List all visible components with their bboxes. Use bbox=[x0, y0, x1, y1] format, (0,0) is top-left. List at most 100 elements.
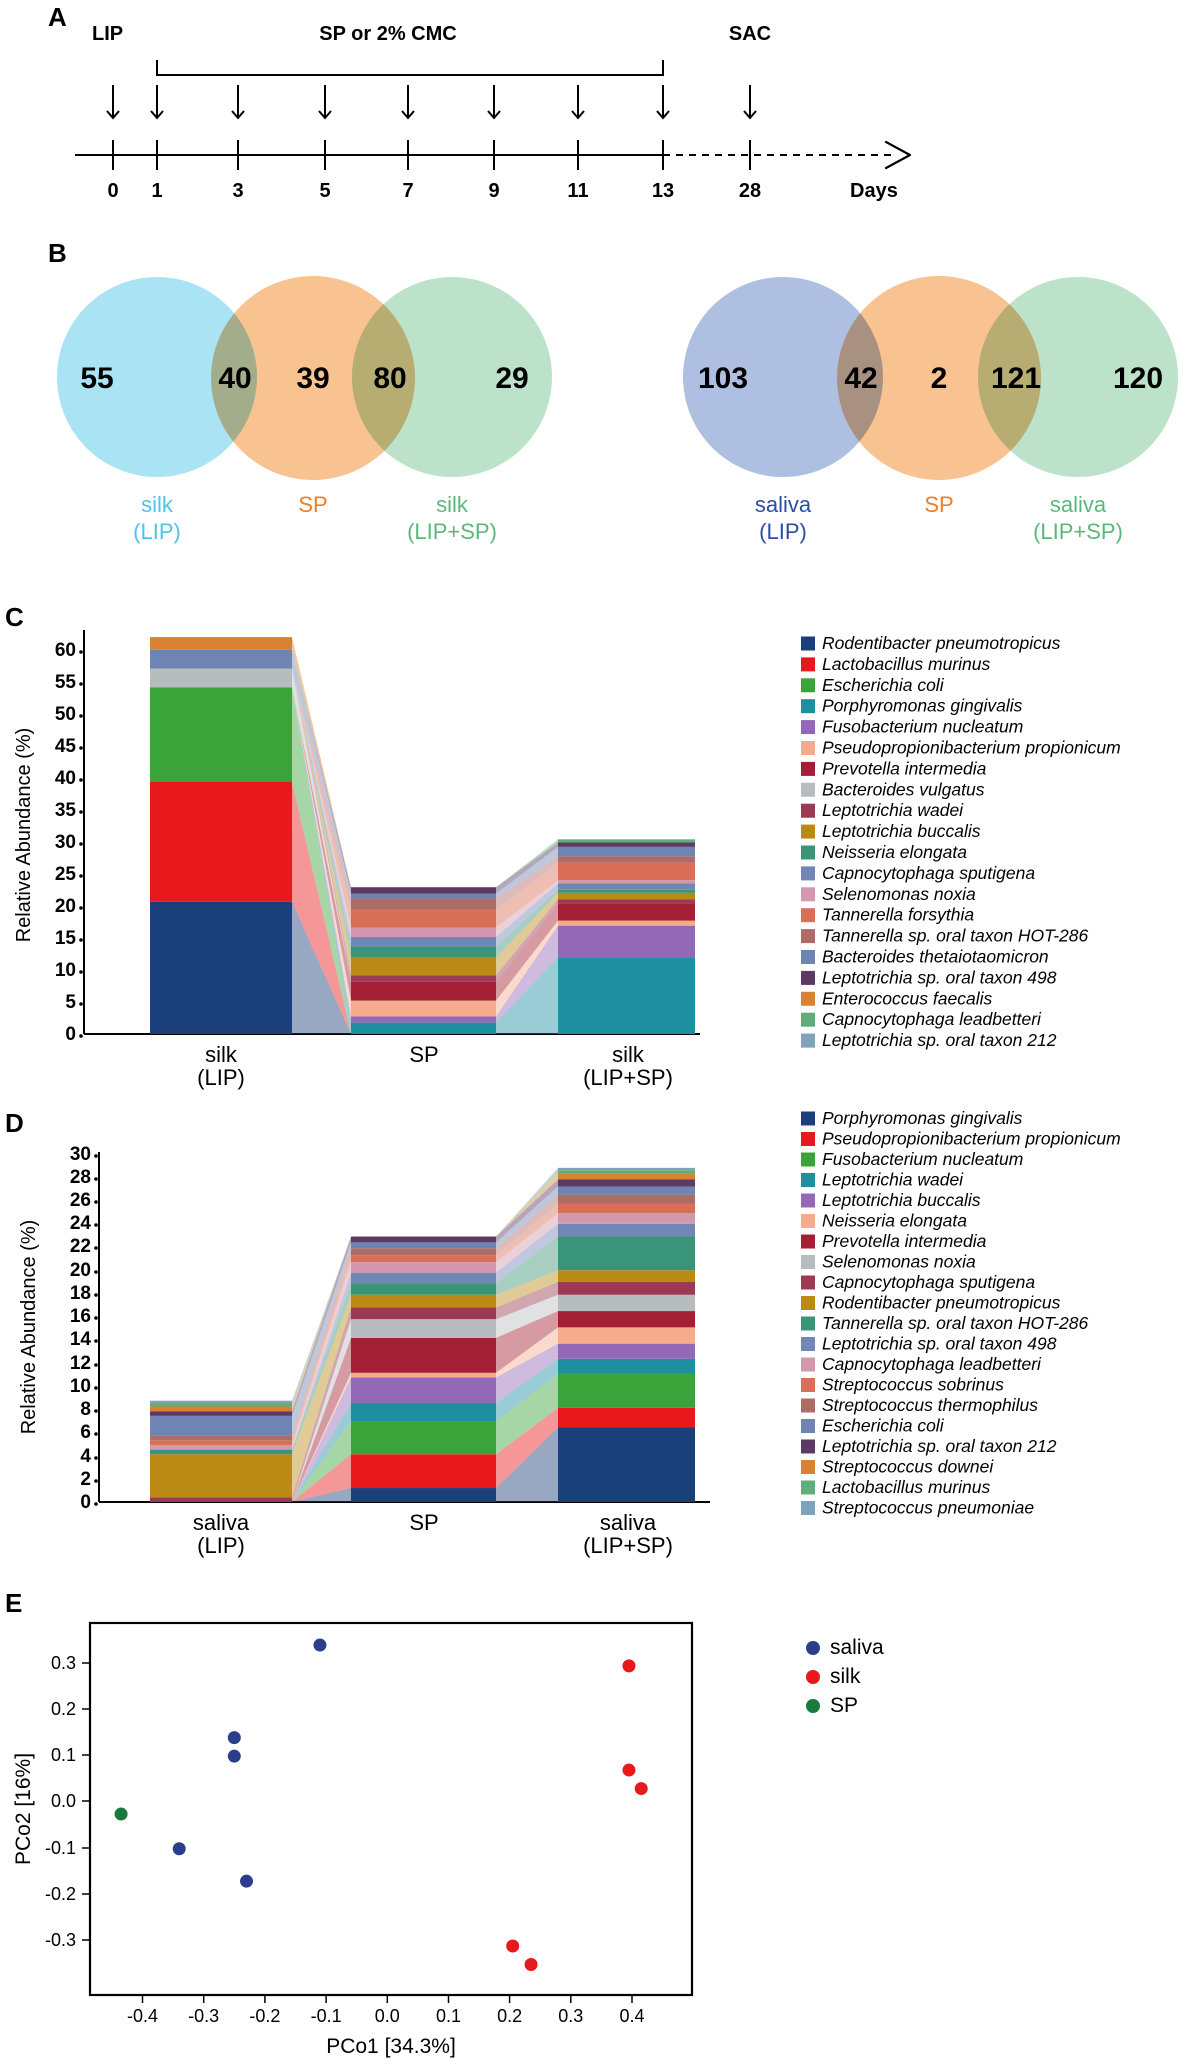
svg-text:Tannerella sp. oral taxon HOT: Tannerella sp. oral taxon HOT-286 bbox=[822, 926, 1088, 946]
svg-text:14: 14 bbox=[70, 1329, 92, 1350]
svg-text:121: 121 bbox=[991, 362, 1041, 395]
svg-text:22: 22 bbox=[70, 1236, 91, 1257]
svg-text:0.4: 0.4 bbox=[619, 2006, 644, 2026]
svg-text:Rodentibacter pneumotropicus: Rodentibacter pneumotropicus bbox=[822, 1293, 1061, 1313]
svg-text:Fusobacterium nucleatum: Fusobacterium nucleatum bbox=[822, 1149, 1023, 1169]
svg-text:15: 15 bbox=[55, 928, 77, 949]
svg-text:0: 0 bbox=[65, 1024, 76, 1045]
svg-text:50: 50 bbox=[55, 704, 76, 725]
svg-text:silk: silk bbox=[205, 1042, 238, 1067]
svg-text:Leptotrichia buccalis: Leptotrichia buccalis bbox=[822, 821, 981, 841]
svg-text:55: 55 bbox=[80, 362, 113, 395]
svg-text:4: 4 bbox=[80, 1446, 91, 1467]
svg-text:Lactobacillus murinus: Lactobacillus murinus bbox=[822, 654, 991, 674]
svg-text:Neisseria elongata: Neisseria elongata bbox=[822, 842, 967, 862]
svg-text:Prevotella intermedia: Prevotella intermedia bbox=[822, 1231, 987, 1251]
svg-text:-0.3: -0.3 bbox=[188, 2006, 219, 2026]
svg-text:SP: SP bbox=[830, 1694, 858, 1717]
svg-text:saliva: saliva bbox=[600, 1510, 657, 1535]
svg-text:SAC: SAC bbox=[729, 23, 771, 45]
svg-text:40: 40 bbox=[218, 362, 251, 395]
svg-text:Bacteroides vulgatus: Bacteroides vulgatus bbox=[822, 779, 985, 799]
svg-text:Leptotrichia sp. oral taxon 21: Leptotrichia sp. oral taxon 212 bbox=[822, 1030, 1057, 1050]
svg-text:Enterococcus faecalis: Enterococcus faecalis bbox=[822, 988, 992, 1008]
svg-text:(LIP): (LIP) bbox=[197, 1533, 245, 1558]
svg-text:30: 30 bbox=[70, 1144, 91, 1165]
svg-text:Escherichia coli: Escherichia coli bbox=[822, 675, 945, 695]
svg-text:Leptotrichia wadei: Leptotrichia wadei bbox=[822, 1170, 964, 1190]
svg-text:-0.2: -0.2 bbox=[45, 1884, 76, 1904]
svg-text:-0.1: -0.1 bbox=[45, 1838, 76, 1858]
svg-text:(LIP): (LIP) bbox=[133, 519, 181, 544]
svg-text:39: 39 bbox=[296, 362, 329, 395]
svg-text:0.2: 0.2 bbox=[51, 1699, 76, 1719]
svg-text:0.2: 0.2 bbox=[497, 2006, 522, 2026]
svg-text:PCo2 [16%]: PCo2 [16%] bbox=[12, 1753, 35, 1865]
svg-text:SP: SP bbox=[298, 492, 327, 517]
svg-text:Leptotrichia buccalis: Leptotrichia buccalis bbox=[822, 1190, 981, 1210]
svg-text:Bacteroides thetaiotaomicron: Bacteroides thetaiotaomicron bbox=[822, 947, 1049, 967]
svg-text:24: 24 bbox=[70, 1213, 92, 1234]
svg-text:5: 5 bbox=[319, 180, 330, 202]
svg-text:Escherichia coli: Escherichia coli bbox=[822, 1416, 945, 1436]
svg-text:(LIP+SP): (LIP+SP) bbox=[407, 519, 497, 544]
svg-text:7: 7 bbox=[402, 180, 413, 202]
svg-text:Capnocytophaga sputigena: Capnocytophaga sputigena bbox=[822, 1272, 1035, 1292]
svg-text:Tannerella sp. oral taxon HOT-: Tannerella sp. oral taxon HOT-286 bbox=[822, 1313, 1088, 1333]
svg-text:11: 11 bbox=[567, 180, 588, 202]
svg-text:103: 103 bbox=[698, 362, 748, 395]
svg-text:Selenomonas noxia: Selenomonas noxia bbox=[822, 884, 976, 904]
svg-text:-0.1: -0.1 bbox=[311, 2006, 342, 2026]
svg-text:Leptotrichia sp. oral taxon 21: Leptotrichia sp. oral taxon 212 bbox=[822, 1436, 1057, 1456]
svg-text:saliva: saliva bbox=[830, 1636, 884, 1659]
svg-text:LIP: LIP bbox=[92, 23, 123, 45]
svg-text:60: 60 bbox=[55, 640, 76, 661]
svg-text:45: 45 bbox=[55, 736, 77, 757]
svg-text:Days: Days bbox=[850, 180, 898, 202]
svg-text:6: 6 bbox=[80, 1422, 91, 1443]
svg-text:42: 42 bbox=[844, 362, 877, 395]
svg-text:Capnocytophaga leadbetteri: Capnocytophaga leadbetteri bbox=[822, 1354, 1042, 1374]
svg-text:saliva: saliva bbox=[193, 1510, 250, 1535]
svg-text:Leptotrichia wadei: Leptotrichia wadei bbox=[822, 800, 964, 820]
svg-text:PCo1 [34.3%]: PCo1 [34.3%] bbox=[326, 2035, 456, 2058]
svg-text:20: 20 bbox=[55, 896, 76, 917]
svg-text:9: 9 bbox=[488, 180, 499, 202]
svg-text:SP: SP bbox=[409, 1510, 438, 1535]
svg-text:SP: SP bbox=[409, 1042, 438, 1067]
svg-text:40: 40 bbox=[55, 768, 76, 789]
svg-text:silk: silk bbox=[436, 492, 469, 517]
svg-text:Neisseria elongata: Neisseria elongata bbox=[822, 1211, 967, 1231]
svg-text:0.1: 0.1 bbox=[51, 1745, 76, 1765]
svg-text:Fusobacterium nucleatum: Fusobacterium nucleatum bbox=[822, 717, 1023, 737]
svg-text:Prevotella intermedia: Prevotella intermedia bbox=[822, 758, 987, 778]
svg-text:35: 35 bbox=[55, 800, 77, 821]
svg-text:2: 2 bbox=[931, 362, 948, 395]
svg-text:16: 16 bbox=[70, 1306, 91, 1327]
svg-text:Selenomonas noxia: Selenomonas noxia bbox=[822, 1252, 976, 1272]
svg-text:Streptococcus pneumoniae: Streptococcus pneumoniae bbox=[822, 1498, 1034, 1518]
svg-text:-0.4: -0.4 bbox=[127, 2006, 158, 2026]
svg-text:0: 0 bbox=[80, 1492, 91, 1513]
svg-text:Pseudopropionibacterium propio: Pseudopropionibacterium propionicum bbox=[822, 738, 1121, 758]
svg-text:26: 26 bbox=[70, 1190, 91, 1211]
svg-text:3: 3 bbox=[232, 180, 243, 202]
svg-text:Rodentibacter pneumotropicus: Rodentibacter pneumotropicus bbox=[822, 633, 1061, 653]
svg-text:Porphyromonas gingivalis: Porphyromonas gingivalis bbox=[822, 696, 1023, 716]
svg-text:Capnocytophaga leadbetteri: Capnocytophaga leadbetteri bbox=[822, 1009, 1042, 1029]
svg-text:Relative Abundance (%): Relative Abundance (%) bbox=[13, 728, 35, 943]
svg-text:28: 28 bbox=[70, 1167, 91, 1188]
svg-text:Streptococcus sobrinus: Streptococcus sobrinus bbox=[822, 1375, 1004, 1395]
svg-text:30: 30 bbox=[55, 832, 76, 853]
svg-text:-0.2: -0.2 bbox=[249, 2006, 280, 2026]
svg-text:13: 13 bbox=[652, 180, 674, 202]
svg-text:Streptococcus thermophilus: Streptococcus thermophilus bbox=[822, 1395, 1038, 1415]
svg-text:Tannerella forsythia: Tannerella forsythia bbox=[822, 905, 974, 925]
svg-text:0.0: 0.0 bbox=[51, 1791, 76, 1811]
svg-text:18: 18 bbox=[70, 1283, 91, 1304]
svg-text:0: 0 bbox=[107, 180, 118, 202]
svg-text:Relative Abundance (%): Relative Abundance (%) bbox=[18, 1220, 40, 1435]
svg-text:120: 120 bbox=[1113, 362, 1163, 395]
svg-text:(LIP): (LIP) bbox=[759, 519, 807, 544]
svg-text:20: 20 bbox=[70, 1260, 91, 1281]
